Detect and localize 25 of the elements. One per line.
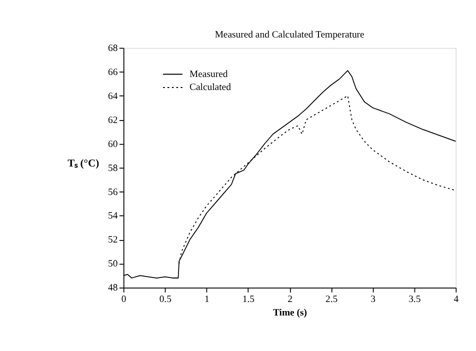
x-tick-label: 1 — [204, 294, 210, 306]
y-tick-label: 64 — [108, 90, 118, 102]
legend-label: Measured — [190, 68, 228, 80]
x-tick-label: 0.5 — [159, 294, 172, 306]
y-tick-label: 56 — [108, 186, 118, 198]
y-tick-label: 66 — [108, 66, 118, 78]
legend-label: Calculated — [190, 82, 232, 94]
x-tick-label: 2 — [288, 294, 293, 306]
y-tick-label: 50 — [108, 258, 118, 270]
y-tick-label: 62 — [108, 114, 118, 126]
y-tick-label: 68 — [108, 42, 118, 54]
y-tick-label: 48 — [108, 282, 118, 294]
x-tick-label: 3.5 — [408, 294, 421, 306]
y-tick-label: 60 — [108, 138, 118, 150]
chart-title: Measured and Calculated Temperature — [214, 29, 364, 40]
y-tick-label: 58 — [108, 162, 118, 174]
x-tick-label: 1.5 — [242, 294, 255, 306]
y-axis-title: Tₛ (°C) — [68, 158, 100, 170]
x-tick-label: 4 — [454, 294, 459, 306]
x-tick-label: 2.5 — [325, 294, 338, 306]
x-tick-label: 0 — [121, 294, 126, 306]
y-tick-label: 54 — [108, 210, 118, 222]
y-tick-label: 52 — [108, 234, 118, 246]
x-axis-title: Time (s) — [273, 307, 308, 318]
x-tick-label: 3 — [370, 294, 376, 306]
